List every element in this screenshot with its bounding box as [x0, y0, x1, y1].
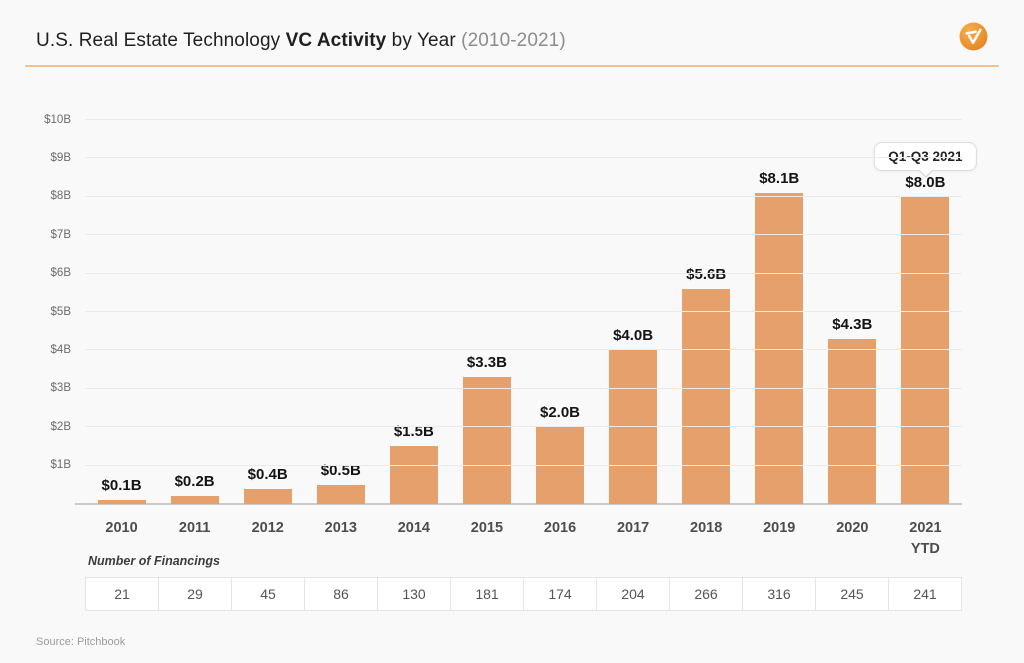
- gridline: $6B: [51, 267, 962, 279]
- bar-value-label: $4.0B: [613, 327, 654, 345]
- financings-cell: 21: [85, 577, 159, 611]
- financings-cell: 316: [743, 577, 816, 611]
- y-axis-tick: $3B: [50, 382, 71, 395]
- financings-label: Number of Financings: [88, 554, 220, 568]
- y-axis-tick: $1B: [50, 459, 71, 472]
- annotation-callout: Q1-Q3 2021: [874, 142, 977, 171]
- bar-value-label: $0.5B: [320, 461, 361, 479]
- title-mid: by Year: [386, 30, 462, 51]
- bar-column: $4.3B: [816, 120, 889, 504]
- financings-cell: 181: [451, 577, 524, 611]
- title-prefix: U.S. Real Estate Technology: [36, 30, 286, 51]
- y-axis-tick: $7B: [50, 228, 71, 241]
- bar-column: $1.5B: [377, 120, 450, 504]
- financings-cell: 130: [378, 577, 451, 611]
- bar-column: $0.4B: [231, 120, 304, 504]
- financings-cell: 204: [597, 577, 670, 611]
- gridline: $9B: [51, 152, 962, 164]
- bar-column: $0.2B: [158, 120, 231, 504]
- bar-column: $0.1B: [85, 120, 158, 504]
- y-axis-tick: $2B: [50, 420, 71, 433]
- bar: [682, 288, 731, 504]
- bar-value-label: $0.1B: [101, 477, 142, 495]
- bar-column: $0.5B: [304, 120, 377, 504]
- bar-value-label: $8.1B: [759, 169, 800, 187]
- financings-cell: 174: [524, 577, 597, 611]
- source-credit: Source: Pitchbook: [36, 636, 126, 648]
- gridline: $1B: [51, 459, 962, 471]
- y-axis-tick: $8B: [50, 190, 71, 203]
- checkmark-circle-icon: [959, 22, 988, 51]
- title-year-range: (2010-2021): [461, 30, 566, 51]
- bar-value-label: $0.4B: [247, 465, 288, 483]
- financings-cell: 29: [159, 577, 232, 611]
- bar: [243, 488, 292, 504]
- bar-value-label: $0.2B: [174, 473, 215, 491]
- financings-cell: 241: [889, 577, 962, 611]
- financings-cell: 86: [305, 577, 378, 611]
- gridline: $3B: [51, 382, 962, 394]
- bar: [389, 446, 438, 504]
- financings-table: 21 29 45 86 130 181 174 204 266 316 245 241: [85, 577, 962, 611]
- financings-cell: 45: [232, 577, 305, 611]
- gridline: $7B: [51, 229, 962, 241]
- bar-value-label: $8.0B: [905, 173, 946, 191]
- bar-column: $2.0B: [523, 120, 596, 504]
- y-axis-tick: $4B: [50, 343, 71, 356]
- x-axis-label: 2016: [543, 520, 577, 536]
- bar: [97, 500, 146, 504]
- gridline: $2B: [51, 421, 962, 433]
- y-axis-tick: $5B: [50, 305, 71, 318]
- bar-value-label: $4.3B: [832, 315, 873, 333]
- bar-value-label: $2.0B: [539, 404, 581, 422]
- header-divider: [25, 65, 999, 67]
- bar-column: $3.3B: [450, 120, 523, 504]
- bar: [901, 196, 950, 504]
- title-bold-segment: VC Activity: [285, 30, 387, 51]
- bar-value-label: $1.5B: [393, 423, 434, 441]
- gridline: $5B: [51, 306, 962, 318]
- y-axis-tick: $9B: [50, 151, 71, 164]
- x-axis-label: 2018: [690, 520, 723, 536]
- financings-cell: 266: [670, 577, 743, 611]
- gridline: $4B: [51, 344, 962, 356]
- x-axis-label: 2021 YTD: [909, 520, 942, 558]
- bar-value-label: $5.6B: [686, 265, 727, 283]
- x-axis-baseline: [75, 503, 962, 505]
- brand-logo: [959, 22, 988, 51]
- bar-value-label: $3.3B: [466, 354, 507, 372]
- x-axis-label: 2020: [836, 520, 869, 536]
- bar: [170, 496, 219, 504]
- bar-column: $5.6B: [670, 120, 743, 504]
- bar: [316, 484, 365, 504]
- financings-cell: 245: [816, 577, 889, 611]
- x-axis-label: 2013: [324, 520, 357, 536]
- bar: [462, 377, 511, 504]
- plot-area: $0.1B $0.2B $0.4B $0.5B $1.5B $3.3B $2.0B $4.0B…: [44, 114, 977, 505]
- bar-column: $8.1B: [743, 120, 816, 504]
- y-axis-tick: $6B: [50, 267, 71, 280]
- bars-row: $0.1B $0.2B $0.4B $0.5B $1.5B $3.3B $2.0B $4.0B…: [85, 120, 962, 504]
- x-axis-label: 2014: [397, 520, 430, 536]
- x-axis-label: 2011: [178, 520, 211, 536]
- x-axis-labels: 2010 2011 2012 2013 2014 2015 2016 2017 2018 2019…: [85, 506, 962, 560]
- page-title: U.S. Real Estate Technology VC Activity …: [36, 30, 566, 52]
- bar-column: $4.0B: [597, 120, 670, 504]
- bar: [609, 350, 658, 504]
- gridline: $8B: [51, 190, 962, 202]
- bar: [755, 192, 804, 504]
- x-axis-label: 2015: [470, 520, 504, 536]
- x-axis-label: 2010: [105, 520, 138, 536]
- x-axis-label: 2012: [251, 520, 284, 536]
- bar: [828, 338, 877, 504]
- gridline: $10B: [44, 114, 962, 126]
- x-axis-label: 2017: [616, 520, 650, 536]
- x-axis-label: 2019: [763, 520, 796, 536]
- bar-column: $8.0B: [889, 120, 962, 504]
- y-axis-tick: $10B: [44, 113, 71, 126]
